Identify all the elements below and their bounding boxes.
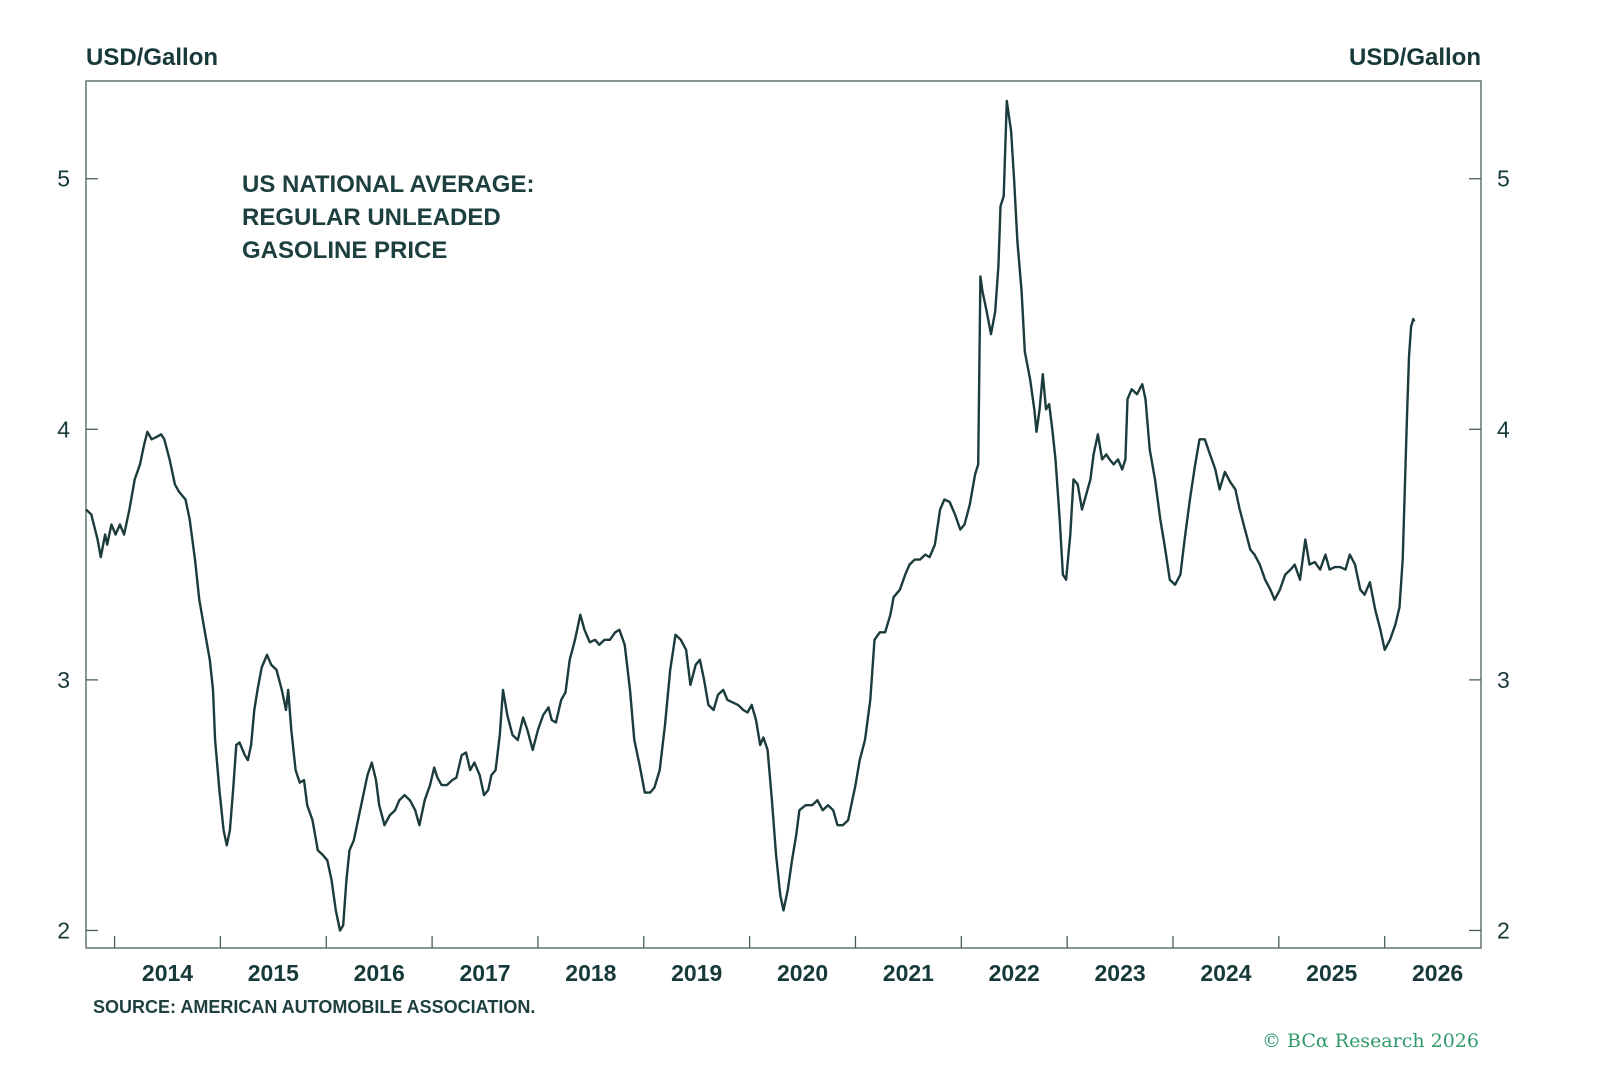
x-tick-label: 2016 [354, 960, 405, 986]
x-tick-label: 2024 [1200, 960, 1251, 986]
annotation-line-3: GASOLINE PRICE [242, 237, 448, 264]
source-note: SOURCE: AMERICAN AUTOMOBILE ASSOCIATION. [93, 997, 536, 1017]
plot-frame [85, 80, 1482, 949]
price-series-line [85, 99, 1416, 932]
x-tick-label: 2023 [1094, 960, 1145, 986]
right-axis-unit-label: USD/Gallon [1348, 44, 1481, 71]
annotation-line-2: REGULAR UNLEADED [242, 204, 501, 231]
x-tick-label: 2019 [671, 960, 722, 986]
x-tick-label: 2018 [565, 960, 616, 986]
x-tick-label: 2015 [248, 960, 299, 986]
x-tick-label: 2020 [777, 960, 828, 986]
y-tick-label-right: 5 [1497, 166, 1510, 192]
left-axis-unit-label: USD/Gallon [86, 44, 219, 71]
y-tick-label-left: 5 [57, 166, 70, 192]
x-tick-label: 2017 [459, 960, 510, 986]
x-tick-label: 2014 [142, 960, 193, 986]
x-tick-label: 2021 [883, 960, 934, 986]
copyright-logo: © BCα Research 2026 [1262, 1030, 1479, 1052]
y-tick-label-left: 4 [57, 416, 70, 442]
chart-annotation-title: US NATIONAL AVERAGE: REGULAR UNLEADED GA… [242, 168, 534, 267]
y-tick-label-left: 2 [57, 917, 70, 943]
y-tick-label-right: 2 [1497, 917, 1510, 943]
x-tick-label: 2025 [1306, 960, 1357, 986]
x-tick-label: 2026 [1412, 960, 1463, 986]
y-tick-label-right: 3 [1497, 667, 1510, 693]
x-tick-label: 2022 [989, 960, 1040, 986]
y-tick-label-right: 4 [1497, 416, 1510, 442]
y-tick-label-left: 3 [57, 667, 70, 693]
annotation-line-1: US NATIONAL AVERAGE: [242, 171, 535, 198]
